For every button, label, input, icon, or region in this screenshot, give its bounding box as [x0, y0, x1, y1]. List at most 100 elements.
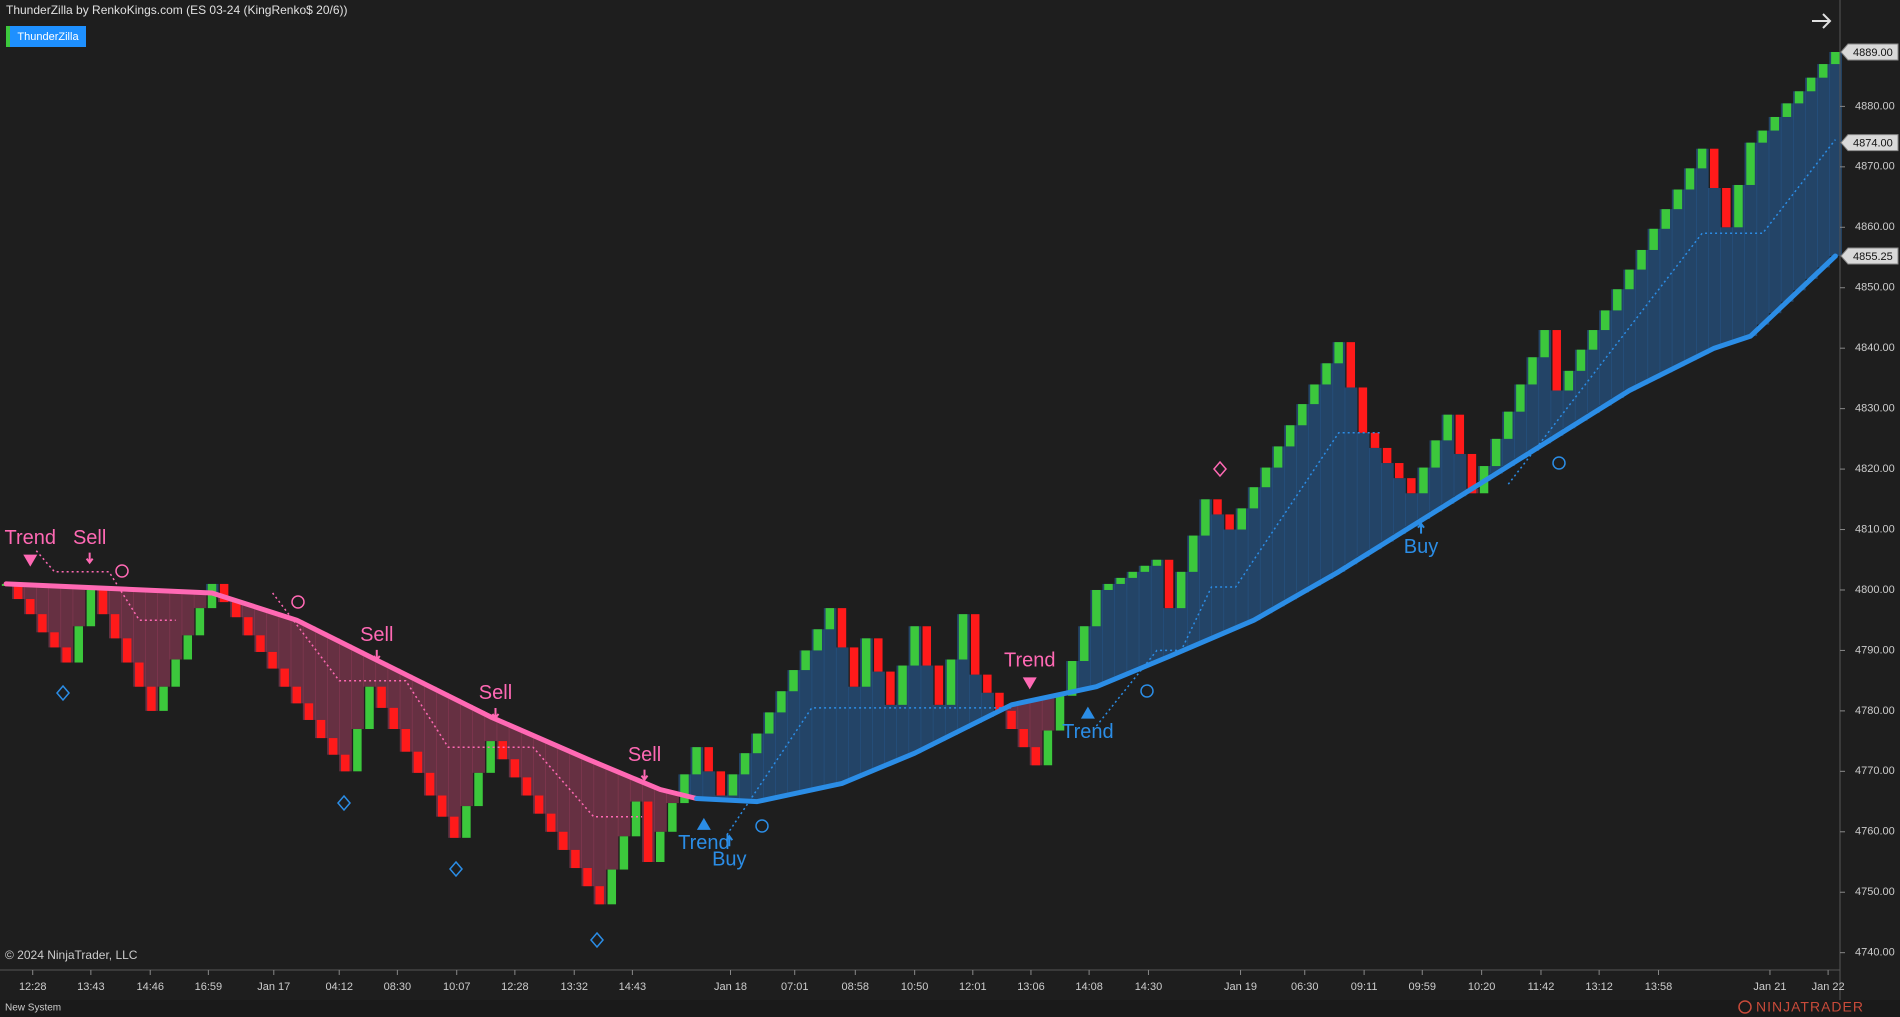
signal-marker: [696, 817, 711, 830]
brick: [1334, 342, 1343, 364]
signal-label: Trend: [1062, 721, 1114, 743]
trend-fill: [1284, 425, 1297, 600]
trend-fill: [363, 656, 377, 687]
trend-fill: [1114, 577, 1128, 677]
brick: [1116, 577, 1125, 584]
brick: [789, 670, 798, 692]
indicator-button-label[interactable]: ThunderZilla: [17, 31, 79, 43]
brick: [1213, 499, 1222, 515]
x-tick-label: 13:06: [1017, 981, 1045, 993]
trend-fill: [1102, 583, 1116, 682]
x-tick-label: Jan 21: [1753, 981, 1786, 993]
brick: [1734, 184, 1743, 228]
y-tick-label: 4870.00: [1855, 161, 1895, 173]
price-tag: [1840, 247, 1899, 265]
brick: [244, 617, 253, 636]
brick: [147, 686, 156, 711]
brick: [1346, 342, 1356, 388]
brick: [1007, 710, 1016, 730]
trend-fill: [1405, 493, 1418, 527]
brick: [1625, 269, 1634, 290]
brick: [1782, 103, 1792, 117]
brick: [1600, 310, 1610, 331]
x-tick-label: 12:01: [959, 981, 987, 993]
x-tick-label: Jan 19: [1224, 981, 1257, 993]
x-tick-label: 10:20: [1468, 981, 1496, 993]
brick: [886, 671, 895, 705]
brick: [341, 754, 350, 772]
circle-icon: [1552, 456, 1566, 470]
brick: [595, 886, 604, 905]
brick: [110, 614, 120, 639]
brick: [268, 651, 277, 669]
trend-fill: [1599, 310, 1612, 406]
brick: [1831, 51, 1840, 65]
brick: [280, 668, 289, 687]
signal-marker: [85, 552, 94, 565]
expand-arrow[interactable]: [1812, 13, 1832, 29]
price-tag-label: 4855.25: [1853, 251, 1893, 263]
circle-icon: [755, 819, 769, 833]
trend-fill: [1235, 508, 1249, 626]
price-tag: [1840, 134, 1899, 152]
trend-fill: [1538, 330, 1552, 444]
trend-fill: [302, 626, 316, 720]
brick: [1055, 695, 1065, 731]
brick: [328, 738, 338, 755]
plot-area: Trend SellSellSellSellTrendTrendBuyTrendB…: [1, 51, 1842, 905]
trend-fill: [811, 629, 825, 789]
axes: 4740.00 4750.00 4760.00 4770.00 4780.00 4790.…: [19, 43, 1899, 993]
indicator-button[interactable]: [6, 26, 86, 47]
brick: [1201, 499, 1210, 536]
brick: [377, 686, 386, 708]
trend-fill: [702, 771, 716, 800]
brick: [316, 719, 326, 739]
brick: [159, 686, 168, 711]
trend-fill: [1611, 289, 1624, 399]
brick: [777, 691, 786, 713]
trend-fill: [920, 665, 934, 748]
brick: [668, 803, 677, 832]
trend-fill: [1829, 51, 1842, 257]
x-tick-label: 09:11: [1351, 981, 1378, 993]
trend-fill: [1393, 478, 1406, 535]
x-tick-label: 14:30: [1135, 981, 1163, 993]
brick: [1528, 357, 1537, 385]
trend-fill: [157, 590, 171, 687]
trend-fill: [1126, 571, 1140, 672]
trend-fill: [169, 591, 183, 660]
trend-fill: [545, 743, 558, 832]
y-tick-label: 4780.00: [1855, 705, 1895, 717]
trailing-stop-line: [726, 707, 1012, 836]
trend-fill: [557, 748, 570, 850]
trend-fill: [1550, 390, 1564, 436]
brick: [716, 771, 726, 796]
diamond-icon: [337, 794, 351, 812]
x-tick-label: 08:30: [384, 981, 412, 993]
brick: [13, 583, 23, 600]
brick: [486, 741, 495, 773]
x-tick-label: 04:12: [325, 981, 353, 993]
trend-fill: [1344, 387, 1358, 565]
y-tick-label: 4840.00: [1855, 342, 1895, 354]
signal-marker: [23, 554, 38, 567]
brick: [183, 635, 193, 660]
trend-fill: [1247, 487, 1261, 621]
y-tick-label: 4790.00: [1855, 644, 1895, 656]
brick: [1419, 467, 1428, 494]
brick: [1722, 187, 1731, 228]
signal-marker: [640, 769, 649, 782]
brick: [740, 753, 750, 775]
brick: [1382, 447, 1392, 464]
trend-fill: [1453, 453, 1467, 497]
brick: [970, 614, 980, 675]
brick: [1140, 565, 1150, 572]
brick: [1443, 414, 1452, 441]
diamond-icon: [1213, 460, 1227, 478]
brick: [38, 614, 47, 633]
brick: [1588, 330, 1598, 350]
brick: [1310, 384, 1319, 405]
tab-label[interactable]: New System: [5, 1003, 61, 1014]
brick: [122, 638, 132, 663]
signal-marker: [1080, 706, 1095, 719]
